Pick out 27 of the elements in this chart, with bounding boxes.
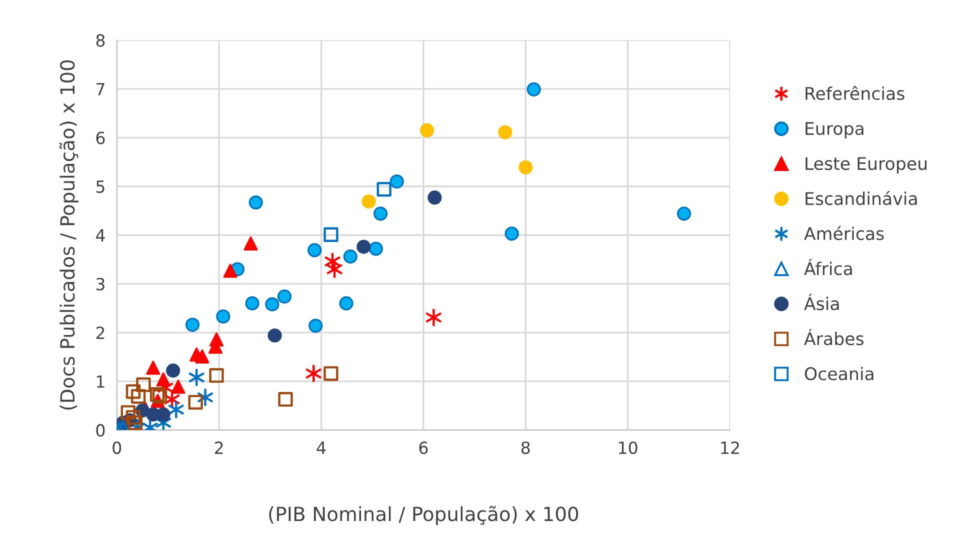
legend-label: África	[804, 258, 852, 276]
y-tick-label: 1	[96, 376, 104, 388]
y-tick-label: 0	[96, 424, 105, 437]
legend-label: Oceania	[804, 366, 874, 380]
legend-label: Américas	[804, 226, 884, 240]
x-tick-label: 6	[419, 441, 428, 454]
y-tick-label: 6	[96, 132, 105, 144]
y-tick-label: 8	[96, 34, 105, 47]
x-tick-label: 10	[619, 441, 638, 454]
legend-label: Escandinávia	[806, 190, 917, 206]
y-tick-label: 4	[96, 229, 105, 242]
x-axis-title: (PIB Nominal / População) x 100	[269, 506, 578, 526]
y-axis-title: (Docs Publicados / População) x 100	[59, 60, 78, 410]
x-tick-label: 2	[214, 441, 223, 454]
legend-label: Europa	[806, 122, 864, 138]
legend-label: Leste Europeu	[806, 157, 927, 174]
y-tick-label: 5	[96, 180, 104, 193]
y-tick-label: 2	[96, 326, 104, 339]
legend-label: Referências	[806, 86, 904, 100]
x-tick-label: 0	[112, 441, 122, 454]
legend-label: Ásia	[804, 294, 839, 310]
y-tick-label: 7	[96, 83, 104, 96]
y-tick-label: 3	[96, 278, 104, 290]
legend-label: Árabes	[804, 328, 864, 346]
x-tick-label: 8	[521, 441, 530, 454]
x-tick-label: 4	[316, 442, 326, 454]
x-tick-label: 12	[721, 441, 739, 454]
